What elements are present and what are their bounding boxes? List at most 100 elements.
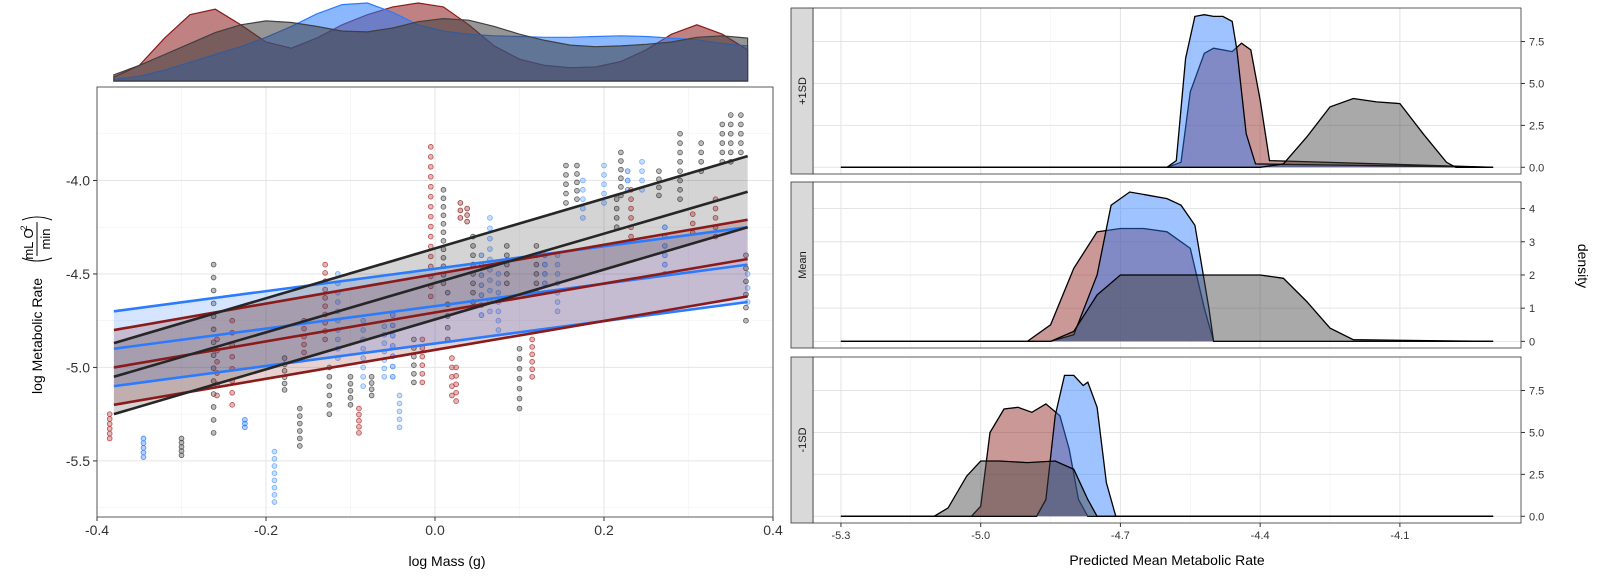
data-point xyxy=(360,364,366,371)
data-point xyxy=(698,158,704,165)
facet-density-area xyxy=(840,403,1494,517)
data-point xyxy=(427,193,434,200)
data-point xyxy=(356,423,362,430)
data-point xyxy=(639,177,645,184)
data-point xyxy=(744,271,751,277)
unit-superscript: 2 xyxy=(19,225,29,230)
data-point xyxy=(574,171,580,177)
data-point xyxy=(322,295,328,301)
data-point xyxy=(301,349,307,356)
facet-density-area xyxy=(840,228,1494,342)
data-point xyxy=(210,417,217,423)
data-point xyxy=(487,215,493,221)
data-point xyxy=(504,280,510,287)
data-point xyxy=(449,373,455,380)
data-point xyxy=(533,261,540,268)
data-point xyxy=(563,190,569,197)
facet-density-outline xyxy=(840,374,1494,517)
data-point xyxy=(296,413,303,419)
data-point xyxy=(453,398,459,404)
data-point xyxy=(719,149,726,156)
data-point xyxy=(580,187,586,193)
data-point xyxy=(444,289,451,296)
data-point xyxy=(504,252,510,259)
regression-line-fit xyxy=(113,257,748,369)
data-point xyxy=(440,238,447,244)
data-point xyxy=(453,364,459,371)
facet-density-area xyxy=(840,192,1494,342)
data-point xyxy=(178,448,185,454)
scatter-y-tick-label: -5.5 xyxy=(66,453,90,469)
data-point xyxy=(618,175,624,182)
data-point xyxy=(210,326,217,333)
data-point xyxy=(478,272,485,279)
data-point xyxy=(106,411,113,417)
facet-strip xyxy=(790,181,814,349)
data-point xyxy=(396,408,403,415)
data-point xyxy=(419,379,426,386)
data-point xyxy=(347,402,354,408)
data-point xyxy=(210,404,217,410)
data-point xyxy=(601,181,607,188)
data-point xyxy=(628,205,634,212)
data-point xyxy=(427,223,434,230)
data-point xyxy=(580,196,586,202)
data-point xyxy=(449,364,455,371)
data-point xyxy=(624,177,631,184)
scatter-x-tick-label: 0.4 xyxy=(763,522,783,538)
data-point xyxy=(389,322,396,329)
data-point xyxy=(347,380,354,387)
data-point xyxy=(427,183,434,190)
data-point xyxy=(271,499,278,505)
data-point xyxy=(464,205,470,212)
scatter-x-tick-label: 0.2 xyxy=(594,522,614,538)
facet-strip-label: Mean xyxy=(797,251,809,279)
data-point xyxy=(440,255,447,261)
facet-y-tick-label: 5.0 xyxy=(1529,78,1544,90)
data-point xyxy=(470,280,476,287)
data-point xyxy=(487,308,493,315)
facet-x-tick-label: -4.1 xyxy=(1390,530,1409,542)
data-point xyxy=(613,215,620,221)
data-point xyxy=(140,449,147,456)
data-point xyxy=(242,420,248,427)
faceted-density-plot: 0.0 2.5 5.0 7.5 +1SD 0 1 2 3 4 Mean 0.0 2.5 5.0 7.5 -1S… xyxy=(790,7,1544,542)
facet-density-outline xyxy=(840,42,1494,168)
data-point xyxy=(326,392,333,399)
data-point xyxy=(738,130,744,137)
data-point xyxy=(738,121,744,128)
data-point xyxy=(214,392,220,399)
data-point xyxy=(662,224,668,231)
data-point xyxy=(689,220,696,227)
data-point xyxy=(453,381,459,388)
data-point xyxy=(210,430,217,436)
data-point xyxy=(677,130,683,137)
data-point xyxy=(178,444,185,450)
facet-x-tick-label: -4.4 xyxy=(1251,530,1270,542)
data-point xyxy=(210,300,217,307)
facet-y-tick-label: 2.5 xyxy=(1529,469,1544,481)
regression-line-lower xyxy=(113,295,748,407)
data-point xyxy=(542,261,548,268)
data-point xyxy=(478,252,485,259)
data-point xyxy=(381,340,388,346)
data-point xyxy=(563,181,569,188)
data-point xyxy=(719,121,726,128)
data-point xyxy=(613,205,620,212)
data-point xyxy=(478,292,485,298)
data-point xyxy=(322,261,328,268)
data-point xyxy=(242,416,248,423)
data-point xyxy=(360,345,366,352)
data-point xyxy=(677,187,683,193)
data-point xyxy=(326,373,333,380)
data-point xyxy=(229,402,236,408)
data-point xyxy=(495,271,502,277)
facet-density-outline xyxy=(840,14,1494,168)
data-point xyxy=(516,375,523,382)
facet-x-tick-label: -5.3 xyxy=(831,530,850,542)
data-point xyxy=(396,416,403,423)
facet-y-tick-label: 2 xyxy=(1529,270,1535,282)
facet-density-area xyxy=(840,98,1494,168)
data-point xyxy=(360,317,366,324)
